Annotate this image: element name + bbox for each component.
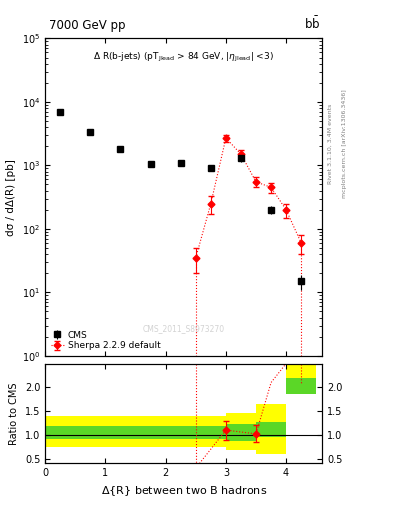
Y-axis label: dσ / dΔ(R) [pb]: dσ / dΔ(R) [pb] bbox=[6, 159, 16, 236]
Text: $\Delta$ R(b-jets) (pT$_{\rm Jlead}$ > 84 GeV, $|\eta_{\rm Jlead}|$ <3): $\Delta$ R(b-jets) (pT$_{\rm Jlead}$ > 8… bbox=[93, 51, 274, 64]
Text: Rivet 3.1.10, 3.4M events: Rivet 3.1.10, 3.4M events bbox=[328, 103, 333, 183]
Text: CMS_2011_S8973270: CMS_2011_S8973270 bbox=[143, 325, 225, 334]
Text: b$\bar{\rm b}$: b$\bar{\rm b}$ bbox=[304, 16, 320, 32]
Legend: CMS, Sherpa 2.2.9 default: CMS, Sherpa 2.2.9 default bbox=[50, 330, 162, 351]
Y-axis label: Ratio to CMS: Ratio to CMS bbox=[9, 382, 19, 445]
X-axis label: $\Delta${R} between two B hadrons: $\Delta${R} between two B hadrons bbox=[101, 484, 267, 498]
Text: 7000 GeV pp: 7000 GeV pp bbox=[49, 19, 126, 32]
Text: mcplots.cern.ch [arXiv:1306.3436]: mcplots.cern.ch [arXiv:1306.3436] bbox=[342, 89, 347, 198]
